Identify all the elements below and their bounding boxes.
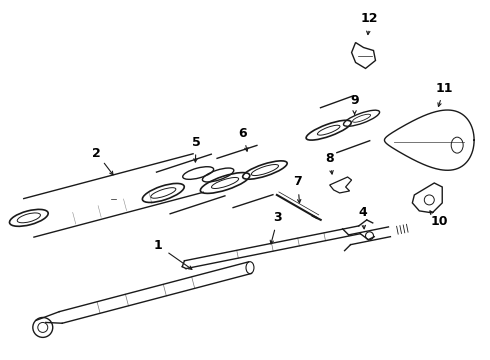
Text: 10: 10 <box>431 215 448 228</box>
Text: 7: 7 <box>294 175 302 189</box>
Text: 2: 2 <box>92 147 101 159</box>
Text: 5: 5 <box>192 136 200 149</box>
Text: 8: 8 <box>325 152 334 165</box>
Text: 11: 11 <box>436 82 453 95</box>
Text: 4: 4 <box>358 206 367 219</box>
Text: 12: 12 <box>361 12 378 25</box>
Text: 6: 6 <box>239 127 247 140</box>
Text: 1: 1 <box>154 239 163 252</box>
Text: 3: 3 <box>273 211 282 224</box>
Text: 9: 9 <box>350 94 359 107</box>
